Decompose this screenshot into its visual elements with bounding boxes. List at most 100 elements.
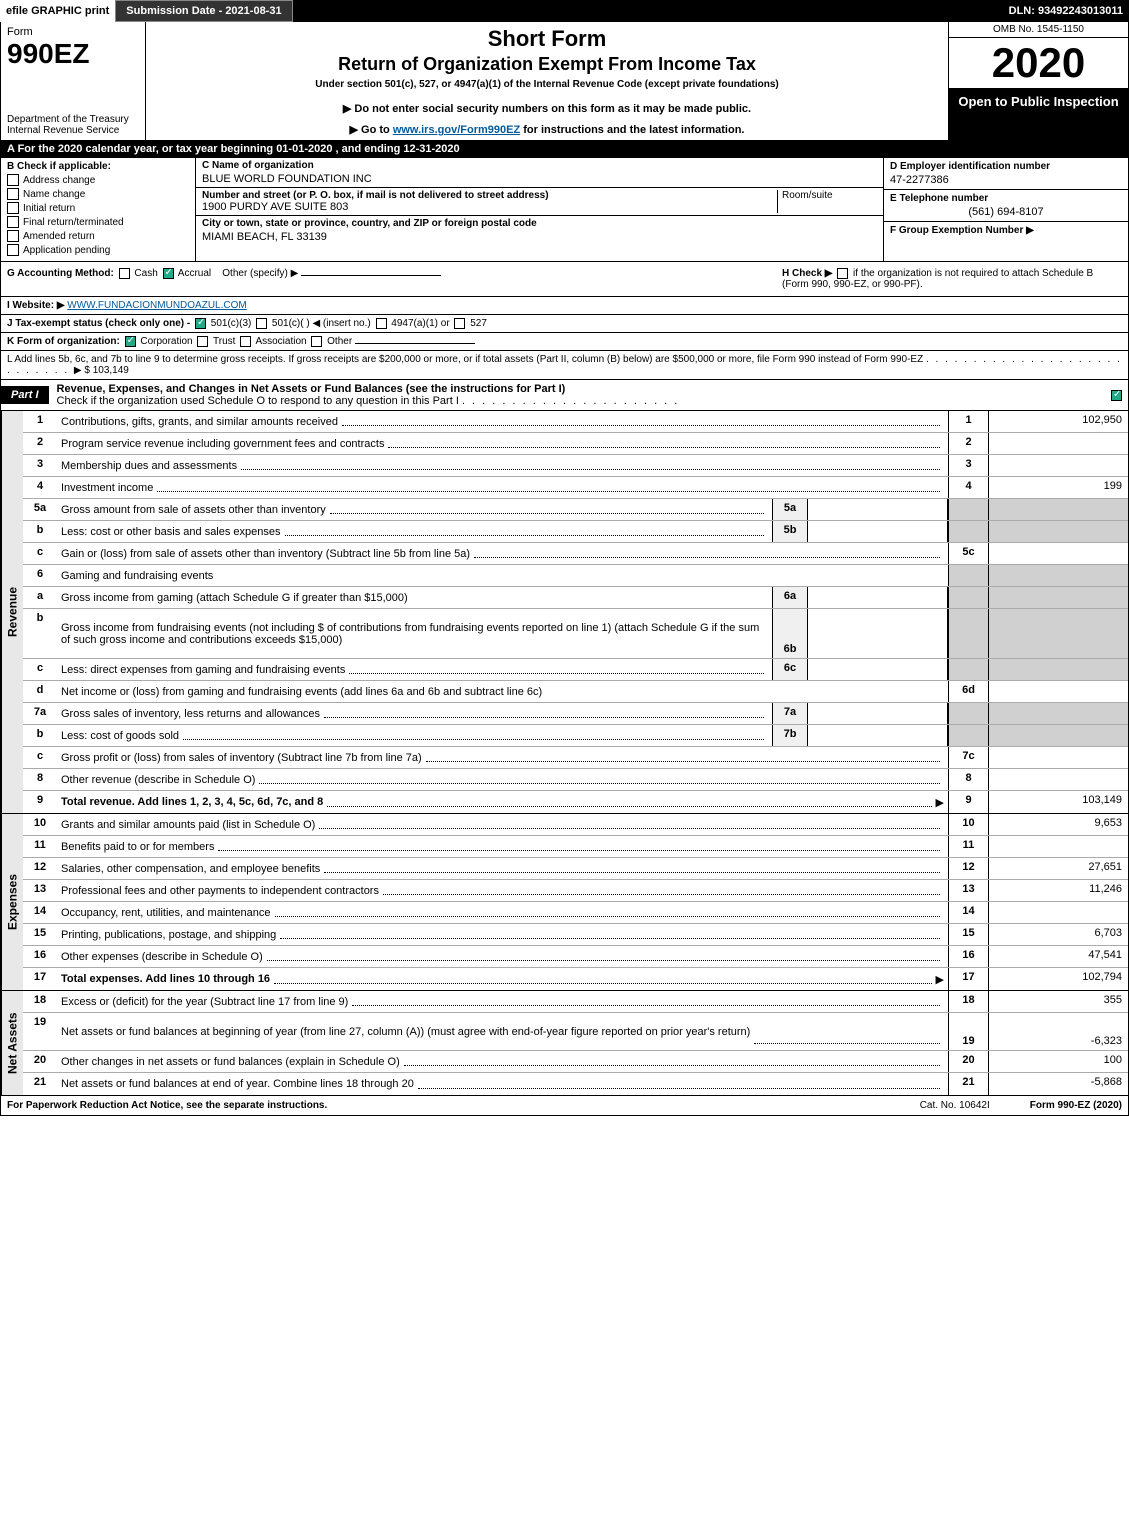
line-6a-rnum bbox=[948, 587, 988, 608]
other-org-input[interactable] bbox=[355, 343, 475, 344]
line-3-rnum: 3 bbox=[948, 455, 988, 476]
irs-link[interactable]: www.irs.gov/Form990EZ bbox=[393, 124, 520, 136]
line-6c-midval bbox=[808, 659, 948, 680]
association-checkbox[interactable] bbox=[240, 336, 251, 347]
line-5b-mid: 5b bbox=[772, 521, 808, 542]
line-6-value bbox=[988, 565, 1128, 586]
other-org-checkbox[interactable] bbox=[311, 336, 322, 347]
part1-title: Revenue, Expenses, and Changes in Net As… bbox=[49, 380, 1109, 410]
line-6a: a Gross income from gaming (attach Sched… bbox=[23, 587, 1128, 609]
line-6-desc: Gaming and fundraising events bbox=[61, 570, 213, 582]
website-link[interactable]: WWW.FUNDACIONMUNDOAZUL.COM bbox=[67, 300, 246, 311]
header-center: Short Form Return of Organization Exempt… bbox=[146, 22, 948, 140]
501c-checkbox[interactable] bbox=[256, 318, 267, 329]
dln-label: DLN: 93492243013011 bbox=[1003, 0, 1129, 22]
line-6a-mid: 6a bbox=[772, 587, 808, 608]
check-address-change[interactable]: Address change bbox=[7, 174, 189, 186]
line-7c: c Gross profit or (loss) from sales of i… bbox=[23, 747, 1128, 769]
line-6a-num: a bbox=[23, 587, 57, 608]
line-5b-rnum bbox=[948, 521, 988, 542]
line-13-num: 13 bbox=[23, 880, 57, 901]
check-name-change[interactable]: Name change bbox=[7, 188, 189, 200]
line-9-rnum: 9 bbox=[948, 791, 988, 813]
catalog-number: Cat. No. 10642I bbox=[920, 1100, 990, 1111]
line-5a-mid: 5a bbox=[772, 499, 808, 520]
line-15: 15 Printing, publications, postage, and … bbox=[23, 924, 1128, 946]
row-j-tax-status: J Tax-exempt status (check only one) - 5… bbox=[0, 315, 1129, 333]
line-18-value: 355 bbox=[988, 991, 1128, 1012]
line-6b: b Gross income from fundraising events (… bbox=[23, 609, 1128, 659]
line-20-num: 20 bbox=[23, 1051, 57, 1072]
line-6b-midval bbox=[808, 609, 948, 658]
line-7a: 7a Gross sales of inventory, less return… bbox=[23, 703, 1128, 725]
line-5c-num: c bbox=[23, 543, 57, 564]
line-16-num: 16 bbox=[23, 946, 57, 967]
under-section-text: Under section 501(c), 527, or 4947(a)(1)… bbox=[154, 79, 940, 90]
501c-label: 501(c)( ) ◀ (insert no.) bbox=[272, 318, 371, 329]
line-16-value: 47,541 bbox=[988, 946, 1128, 967]
row-l-gross-receipts: L Add lines 5b, 6c, and 7b to line 9 to … bbox=[0, 351, 1129, 380]
line-5a-num: 5a bbox=[23, 499, 57, 520]
line-7b-rnum bbox=[948, 725, 988, 746]
submission-date-button[interactable]: Submission Date - 2021-08-31 bbox=[115, 0, 292, 22]
schedule-b-checkbox[interactable] bbox=[837, 268, 848, 279]
trust-label: Trust bbox=[213, 336, 235, 347]
revenue-section: Revenue 1 Contributions, gifts, grants, … bbox=[0, 411, 1129, 814]
line-4: 4 Investment income 4 199 bbox=[23, 477, 1128, 499]
line-10-value: 9,653 bbox=[988, 814, 1128, 835]
527-checkbox[interactable] bbox=[454, 318, 465, 329]
line-11-desc: Benefits paid to or for members bbox=[61, 841, 214, 853]
telephone-cell: E Telephone number (561) 694-8107 bbox=[884, 190, 1128, 222]
corporation-checkbox[interactable] bbox=[125, 336, 136, 347]
line-10-num: 10 bbox=[23, 814, 57, 835]
schedule-o-checkbox[interactable] bbox=[1111, 390, 1122, 401]
line-12-desc: Salaries, other compensation, and employ… bbox=[61, 863, 320, 875]
room-suite-label: Room/suite bbox=[777, 190, 877, 213]
line-5c-rnum: 5c bbox=[948, 543, 988, 564]
other-org-label: Other bbox=[327, 336, 352, 347]
form-label: Form bbox=[7, 26, 139, 38]
street-label: Number and street (or P. O. box, if mail… bbox=[202, 190, 549, 201]
g-label: G Accounting Method: bbox=[7, 268, 114, 279]
line-1-num: 1 bbox=[23, 411, 57, 432]
line-8-rnum: 8 bbox=[948, 769, 988, 790]
line-12-value: 27,651 bbox=[988, 858, 1128, 879]
group-exemption-label: F Group Exemption Number ▶ bbox=[890, 225, 1034, 236]
header-left: Form 990EZ Department of the Treasury In… bbox=[1, 22, 146, 140]
check-initial-return[interactable]: Initial return bbox=[7, 202, 189, 214]
line-5a: 5a Gross amount from sale of assets othe… bbox=[23, 499, 1128, 521]
line-6a-value bbox=[988, 587, 1128, 608]
trust-checkbox[interactable] bbox=[197, 336, 208, 347]
501c3-checkbox[interactable] bbox=[195, 318, 206, 329]
line-3-value bbox=[988, 455, 1128, 476]
schedule-b-check: H Check ▶ if the organization is not req… bbox=[782, 268, 1122, 290]
street-value: 1900 PURDY AVE SUITE 803 bbox=[202, 201, 348, 213]
line-6d: d Net income or (loss) from gaming and f… bbox=[23, 681, 1128, 703]
line-7a-value bbox=[988, 703, 1128, 724]
line-6a-midval bbox=[808, 587, 948, 608]
line-20-desc: Other changes in net assets or fund bala… bbox=[61, 1056, 400, 1068]
line-10-rnum: 10 bbox=[948, 814, 988, 835]
k-label: K Form of organization: bbox=[7, 336, 120, 347]
dept-treasury: Department of the Treasury bbox=[7, 114, 129, 125]
accrual-checkbox[interactable] bbox=[163, 268, 174, 279]
line-3: 3 Membership dues and assessments 3 bbox=[23, 455, 1128, 477]
tax-year: 2020 bbox=[949, 38, 1128, 88]
line-1-rnum: 1 bbox=[948, 411, 988, 432]
4947-checkbox[interactable] bbox=[376, 318, 387, 329]
line-7c-rnum: 7c bbox=[948, 747, 988, 768]
line-21: 21 Net assets or fund balances at end of… bbox=[23, 1073, 1128, 1095]
line-7c-value bbox=[988, 747, 1128, 768]
cash-checkbox[interactable] bbox=[119, 268, 130, 279]
col-de: D Employer identification number 47-2277… bbox=[883, 158, 1128, 261]
check-amended-return[interactable]: Amended return bbox=[7, 230, 189, 242]
form-ref: Form 990-EZ (2020) bbox=[1030, 1100, 1122, 1111]
other-specify-input[interactable] bbox=[301, 275, 441, 276]
check-final-return[interactable]: Final return/terminated bbox=[7, 216, 189, 228]
line-1: 1 Contributions, gifts, grants, and simi… bbox=[23, 411, 1128, 433]
line-21-rnum: 21 bbox=[948, 1073, 988, 1095]
city-value: MIAMI BEACH, FL 33139 bbox=[202, 231, 877, 243]
check-application-pending[interactable]: Application pending bbox=[7, 244, 189, 256]
line-5a-midval bbox=[808, 499, 948, 520]
efile-print-button[interactable]: efile GRAPHIC print bbox=[0, 0, 115, 22]
